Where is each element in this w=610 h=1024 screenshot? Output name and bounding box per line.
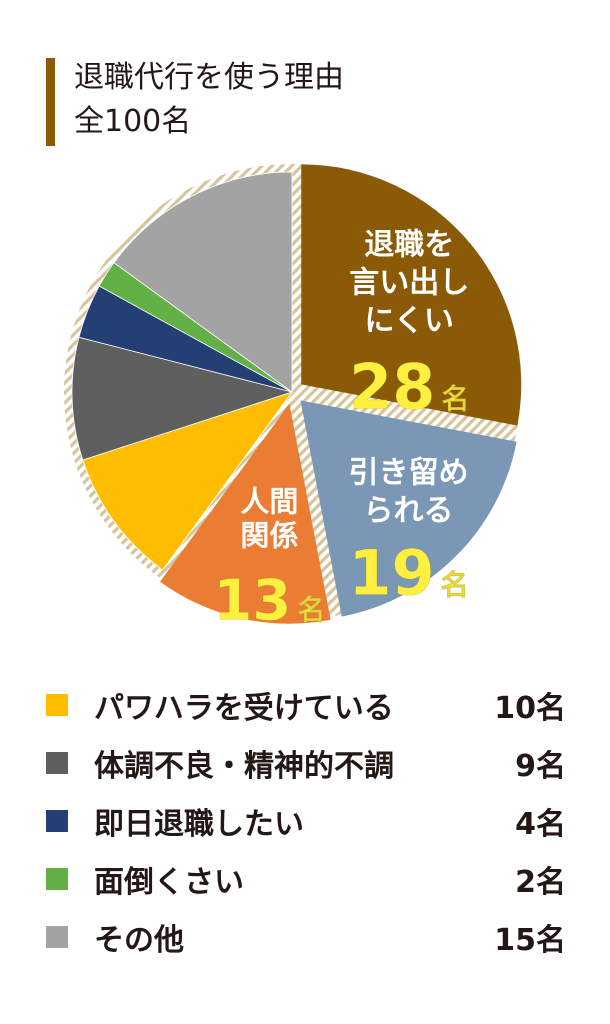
pie-slice-label-line: 関係: [240, 519, 298, 553]
legend-swatch-green: [46, 868, 68, 890]
chart-title: 退職代行を使う理由 全100名: [74, 56, 344, 144]
pie-slice-label-line: 退職を: [364, 227, 454, 262]
pie-slice-label-line: 人間: [240, 485, 298, 519]
legend-item-health: 体調不良・精神的不調 9名: [46, 734, 566, 792]
pie-slice-value: 28 名: [349, 350, 469, 423]
pie-slices: [71, 164, 522, 624]
legend-item-power-harassment: パワハラを受けている 10名: [46, 676, 566, 734]
pie-slice-value-number: 19: [348, 536, 434, 609]
pie-slice-health: [71, 336, 294, 461]
pie-slice-value: 19 名: [348, 536, 468, 609]
legend: パワハラを受けている 10名 体調不良・精神的不調 9名 即日退職したい 4名 …: [46, 676, 566, 966]
pie-slice-label: 引き留められる: [348, 455, 468, 528]
legend-swatch-yellow: [46, 694, 68, 716]
pie-slice-hard-to-say: [301, 164, 522, 426]
pie-slice-value-number: 13: [213, 569, 291, 634]
pie-slice-label: 退職を言い出しにくい: [349, 227, 469, 338]
legend-value: 15名: [494, 923, 566, 958]
legend-swatch-navy: [46, 810, 68, 832]
pie-slice-label: 人間関係: [240, 485, 298, 553]
pie-slice-label-line: にくい: [365, 303, 454, 338]
legend-label: その他: [94, 923, 184, 958]
legend-label: パワハラを受けている: [94, 691, 394, 726]
pie-slice-value: 13 名: [213, 569, 325, 634]
chart-subtitle: 全100名: [74, 104, 192, 139]
legend-value: 10名: [494, 691, 566, 726]
legend-item-same-day: 即日退職したい 4名: [46, 792, 566, 850]
pie-slice-value-unit: 名: [441, 568, 469, 601]
legend-label: 体調不良・精神的不調: [94, 749, 394, 784]
legend-value: 9名: [515, 749, 566, 784]
legend-value: 4名: [515, 807, 566, 842]
pie-slice-label-line: 引き留め: [348, 455, 468, 490]
legend-value: 2名: [515, 865, 566, 900]
pie-slice-label-line: られる: [363, 493, 453, 528]
legend-label: 即日退職したい: [94, 807, 304, 842]
pie-slice-power-harassment: [82, 391, 294, 571]
pie-slice-value-unit: 名: [441, 382, 469, 415]
title-accent-bar: [46, 58, 55, 146]
legend-label: 面倒くさい: [94, 865, 244, 900]
legend-swatch-light-gray: [46, 926, 68, 948]
pie-slice-value-unit: 名: [297, 594, 325, 627]
pie-slice-value-number: 28: [349, 350, 435, 423]
legend-item-other: その他 15名: [46, 908, 566, 966]
pie-slice-held-back: [300, 400, 517, 617]
legend-swatch-dark-gray: [46, 752, 68, 774]
chart-title-line: 退職代行を使う理由: [74, 60, 344, 95]
pie-slice-relationships: [160, 403, 331, 624]
pie-slice-label-line: 言い出し: [349, 265, 469, 300]
pie-slice-other: [113, 171, 293, 393]
legend-item-bothersome: 面倒くさい 2名: [46, 850, 566, 908]
